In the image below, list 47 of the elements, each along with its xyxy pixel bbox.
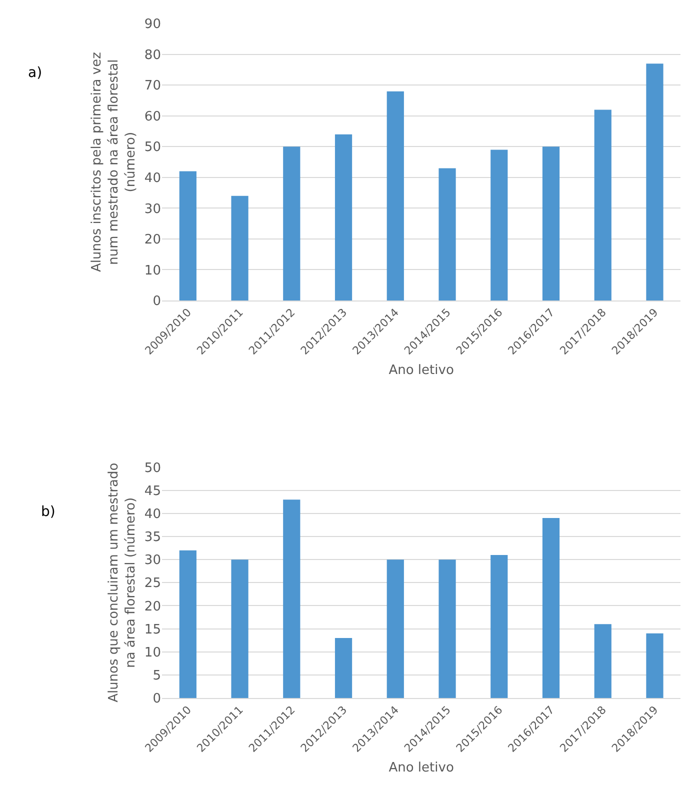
y-tick-label: 0 bbox=[152, 294, 161, 310]
bar bbox=[231, 560, 248, 698]
bar bbox=[334, 134, 352, 300]
bar bbox=[334, 638, 352, 698]
bar bbox=[438, 560, 456, 698]
y-tick-label: 0 bbox=[152, 692, 161, 707]
y-tick-label: 50 bbox=[144, 140, 161, 156]
y-tick-label: 50 bbox=[144, 460, 161, 476]
y-tick-label: 20 bbox=[144, 599, 161, 614]
bar bbox=[542, 146, 560, 300]
y-tick-label: 30 bbox=[144, 553, 161, 568]
bar bbox=[594, 624, 612, 698]
text: b) bbox=[41, 504, 56, 520]
y-tick-label: 60 bbox=[144, 109, 161, 124]
bar bbox=[179, 171, 196, 300]
y-tick-label: 10 bbox=[144, 263, 161, 278]
text: a) bbox=[28, 65, 42, 81]
bar bbox=[283, 146, 300, 300]
bar bbox=[490, 150, 508, 300]
bar bbox=[179, 550, 196, 698]
y-tick-label: 15 bbox=[144, 622, 161, 638]
y-tick-label: 80 bbox=[144, 48, 161, 63]
x-axis-title: Ano letivo bbox=[388, 760, 454, 776]
y-tick-label: 35 bbox=[144, 530, 161, 546]
y-tick-label: 45 bbox=[144, 484, 161, 499]
bar bbox=[490, 554, 508, 698]
y-tick-label: 30 bbox=[144, 202, 161, 217]
y-axis-title: Alunos que concluiram um mestrado na área florestal (número) bbox=[106, 462, 138, 702]
bar bbox=[283, 500, 300, 698]
y-tick-label: 20 bbox=[144, 232, 161, 248]
y-tick-label: 25 bbox=[144, 576, 161, 592]
bar bbox=[231, 196, 248, 300]
bar bbox=[438, 168, 456, 300]
bar bbox=[542, 518, 560, 698]
y-tick-label: 10 bbox=[144, 645, 161, 660]
y-tick-label: 40 bbox=[144, 507, 161, 522]
y-tick-label: 40 bbox=[144, 170, 161, 186]
y-tick-label: 90 bbox=[144, 17, 161, 32]
y-axis-title: Alunos inscritos pela primeira vez num mestrado na área florestal (número) bbox=[90, 52, 138, 272]
x-axis-title: Ano letivo bbox=[388, 362, 454, 378]
bar bbox=[386, 560, 404, 698]
bar bbox=[594, 110, 612, 300]
bar bbox=[646, 633, 664, 698]
y-tick-label: 5 bbox=[152, 668, 161, 684]
y-tick-label: 70 bbox=[144, 78, 161, 94]
bar bbox=[386, 91, 404, 300]
bar bbox=[646, 64, 664, 300]
